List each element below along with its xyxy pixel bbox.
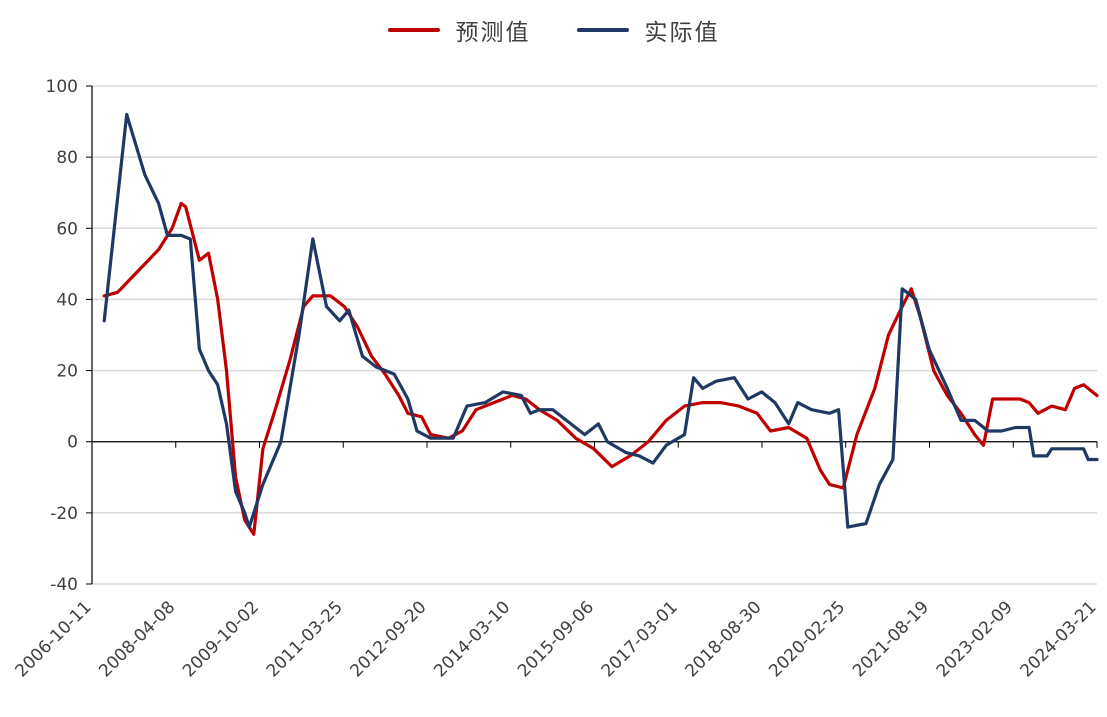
x-tick-label: 2006-10-11 bbox=[12, 597, 96, 681]
legend-label-actual: 实际值 bbox=[644, 20, 720, 46]
legend-label-forecast: 预测值 bbox=[455, 20, 531, 46]
y-tick-label: 60 bbox=[56, 219, 78, 239]
y-tick-label: -20 bbox=[50, 504, 78, 524]
y-tick-label: 0 bbox=[67, 433, 78, 453]
y-tick-label: -40 bbox=[50, 575, 78, 595]
y-tick-label: 100 bbox=[46, 77, 78, 97]
x-tick-label: 2023-02-09 bbox=[933, 597, 1017, 681]
y-tick-label: 20 bbox=[56, 362, 78, 382]
x-tick-label: 2017-03-01 bbox=[598, 597, 682, 681]
x-tick-label: 2015-09-06 bbox=[514, 597, 598, 681]
legend-swatch-actual bbox=[576, 28, 629, 32]
series-line-actual bbox=[102, 112, 1099, 529]
x-tick-label: 2008-04-08 bbox=[95, 597, 179, 681]
legend-item-forecast: 预测值 bbox=[387, 13, 531, 47]
y-tick-label: 80 bbox=[56, 148, 78, 168]
x-tick-label: 2011-03-25 bbox=[263, 597, 347, 681]
x-tick-label: 2024-03-21 bbox=[1017, 597, 1101, 681]
x-tick-label: 2021-08-19 bbox=[849, 597, 933, 681]
x-tick-label: 2014-03-10 bbox=[430, 597, 514, 681]
legend-swatch-forecast bbox=[387, 28, 440, 32]
legend-item-actual: 实际值 bbox=[576, 13, 720, 47]
x-tick-label: 2012-09-20 bbox=[347, 597, 431, 681]
y-tick-label: 40 bbox=[56, 290, 78, 310]
x-tick-label: 2009-10-02 bbox=[179, 597, 263, 681]
series-line-forecast bbox=[102, 201, 1099, 536]
legend: 预测值 实际值 bbox=[0, 12, 1107, 48]
x-tick-label: 2018-08-30 bbox=[682, 597, 766, 681]
x-tick-label: 2020-02-25 bbox=[765, 597, 849, 681]
